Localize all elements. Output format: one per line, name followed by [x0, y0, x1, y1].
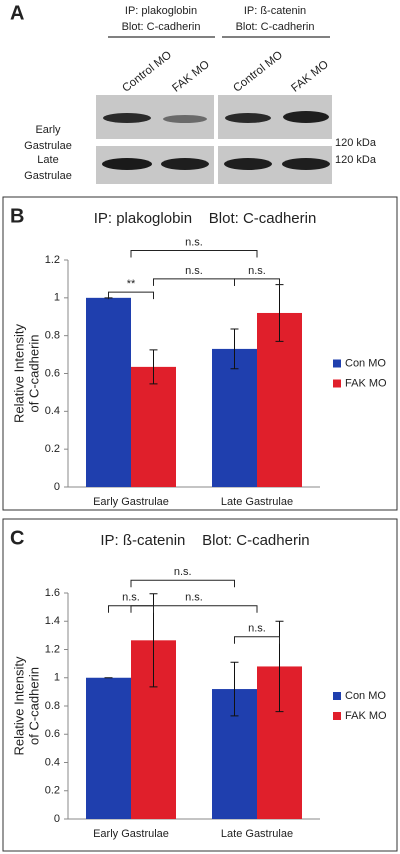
y-axis-label: of C-cadherin [26, 667, 41, 745]
y-axis-label: Relative Intensity [11, 324, 26, 423]
ip-label: IP: ß-catenin [244, 5, 306, 17]
legend-swatch [333, 692, 341, 700]
row-label: Early [35, 124, 61, 136]
bar [131, 366, 176, 487]
x-tick-label: Early Gastrulae [93, 496, 169, 508]
bar [86, 677, 131, 819]
significance-label: n.s. [248, 265, 266, 277]
blot-label: Blot: C-cadherin [236, 21, 315, 33]
significance-bracket [130, 579, 235, 588]
panel-frame [2, 518, 398, 852]
bar [212, 348, 257, 487]
panel-label: C [10, 527, 24, 549]
y-tick-label: 0.4 [45, 405, 60, 417]
x-tick-label: Late Gastrulae [221, 496, 293, 508]
legend-label: FAK MO [345, 377, 387, 389]
chart-title: IP: plakoglobin Blot: C-cadherin [94, 210, 317, 227]
y-tick-label: 0.4 [45, 756, 60, 768]
y-tick-label: 0 [54, 813, 60, 825]
y-axis-label: Relative Intensity [11, 656, 26, 755]
y-tick-label: 1.6 [45, 587, 60, 599]
chart-title: IP: ß-catenin Blot: C-cadherin [100, 532, 309, 549]
panel-frame [2, 196, 398, 511]
y-tick-label: 1 [54, 672, 60, 684]
significance-bracket [234, 278, 280, 286]
significance-bracket [130, 605, 258, 613]
y-axis-label: of C-cadherin [26, 334, 41, 412]
bar [257, 312, 302, 487]
error-bar [149, 349, 158, 385]
significance-bracket [108, 291, 154, 300]
y-tick-label: 1.4 [45, 615, 60, 627]
panel-label: A [10, 2, 24, 24]
x-tick-label: Early Gastrulae [93, 828, 169, 840]
panel-label: B [10, 205, 24, 227]
significance-label: n.s. [248, 623, 266, 635]
row-label: Gastrulae [24, 140, 72, 152]
y-tick-label: 0.2 [45, 785, 60, 797]
y-tick-label: 0.8 [45, 700, 60, 712]
significance-label: ** [127, 278, 136, 290]
lane-label: Control MO [231, 49, 285, 95]
x-tick-label: Late Gastrulae [221, 828, 293, 840]
legend-label: Con MO [345, 357, 386, 369]
y-tick-label: 0 [54, 481, 60, 493]
y-tick-label: 0.6 [45, 728, 60, 740]
bar [86, 297, 131, 487]
legend-swatch [333, 712, 341, 720]
significance-label: n.s. [185, 265, 203, 277]
significance-label: n.s. [174, 566, 192, 578]
blot [96, 95, 332, 184]
y-tick-label: 1.2 [45, 643, 60, 655]
size-label: 120 kDa [335, 137, 377, 149]
row-label: Gastrulae [24, 170, 72, 182]
y-tick-label: 0.2 [45, 443, 60, 455]
y-tick-label: 0.6 [45, 367, 60, 379]
row-label: Late [37, 154, 58, 166]
significance-bracket [130, 250, 258, 258]
lane-label: Control MO [120, 49, 174, 95]
legend-swatch [333, 379, 341, 388]
legend-label: Con MO [345, 690, 386, 702]
size-label: 120 kDa [335, 154, 377, 166]
lane-label: FAK MO [170, 59, 212, 95]
y-tick-label: 1 [54, 292, 60, 304]
blot-label: Blot: C-cadherin [122, 21, 201, 33]
significance-label: n.s. [122, 592, 140, 604]
ip-label: IP: plakoglobin [125, 5, 197, 17]
significance-bracket [153, 278, 235, 286]
error-bar [230, 328, 239, 370]
error-bar [230, 661, 239, 717]
significance-label: n.s. [185, 592, 203, 604]
y-tick-label: 1.2 [45, 254, 60, 266]
significance-label: n.s. [185, 236, 203, 248]
y-tick-label: 0.8 [45, 330, 60, 342]
significance-bracket [234, 636, 280, 644]
lane-label: FAK MO [289, 59, 331, 95]
legend-label: FAK MO [345, 710, 387, 722]
legend-swatch [333, 359, 341, 368]
